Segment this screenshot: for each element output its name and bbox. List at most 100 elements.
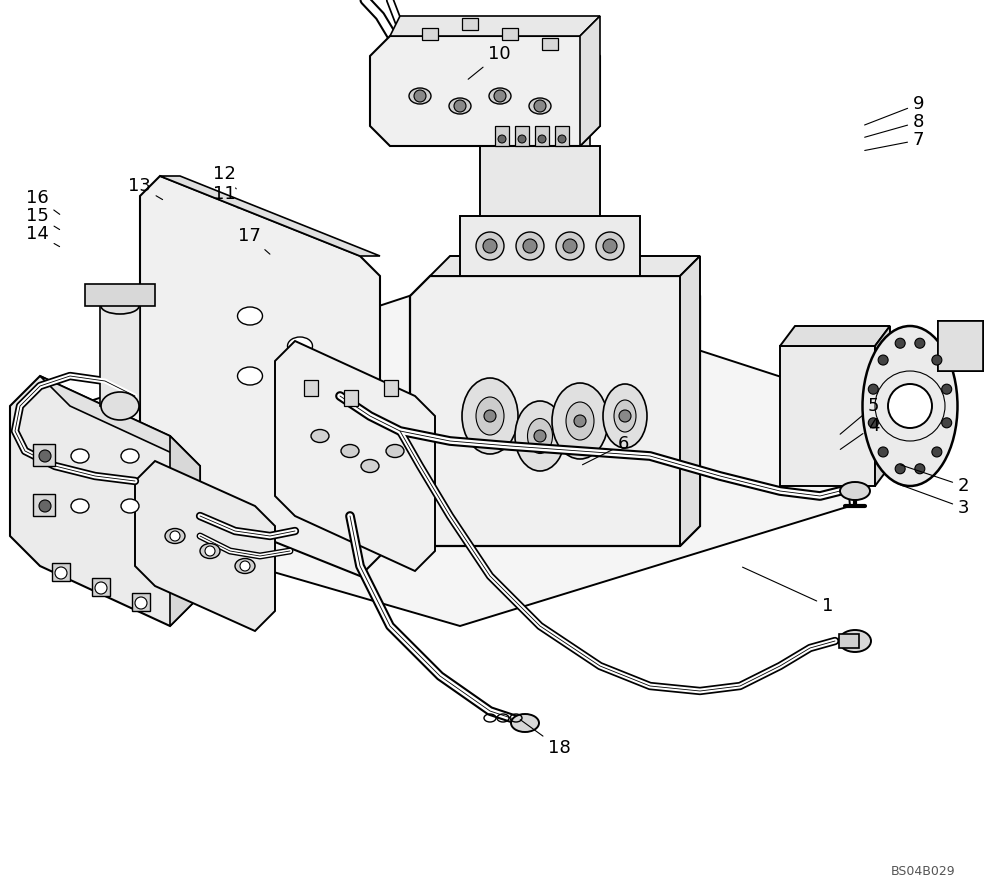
Bar	[132, 593, 150, 611]
Ellipse shape	[839, 630, 871, 652]
Circle shape	[596, 232, 624, 260]
Polygon shape	[580, 16, 600, 146]
Ellipse shape	[840, 482, 870, 500]
Ellipse shape	[511, 714, 539, 732]
Text: 3: 3	[901, 485, 970, 517]
Ellipse shape	[200, 544, 220, 558]
Bar	[480, 146, 600, 216]
Circle shape	[454, 100, 466, 112]
Text: 12: 12	[213, 165, 236, 189]
Circle shape	[95, 582, 107, 594]
Text: 13: 13	[128, 177, 163, 200]
Circle shape	[538, 135, 546, 143]
Circle shape	[476, 232, 504, 260]
Polygon shape	[410, 276, 700, 546]
Ellipse shape	[603, 384, 647, 448]
Circle shape	[915, 338, 925, 349]
Circle shape	[942, 384, 952, 394]
Bar	[839, 634, 859, 648]
Ellipse shape	[311, 429, 329, 443]
Polygon shape	[875, 326, 890, 486]
Ellipse shape	[528, 418, 552, 453]
Polygon shape	[170, 436, 200, 626]
Ellipse shape	[449, 98, 471, 114]
Circle shape	[558, 135, 566, 143]
Bar	[344, 390, 358, 406]
Text: 6: 6	[582, 435, 629, 465]
Bar	[460, 216, 640, 276]
Circle shape	[494, 90, 506, 102]
Bar	[462, 18, 478, 30]
Text: 15: 15	[26, 207, 60, 229]
Ellipse shape	[614, 400, 636, 432]
Polygon shape	[938, 321, 983, 371]
Circle shape	[619, 410, 631, 422]
Bar	[85, 284, 155, 306]
Circle shape	[414, 90, 426, 102]
Polygon shape	[140, 176, 380, 576]
Polygon shape	[390, 16, 600, 36]
Bar	[384, 380, 398, 396]
Text: 7: 7	[865, 131, 924, 151]
Bar	[304, 380, 318, 396]
Text: BS04B029: BS04B029	[890, 865, 955, 878]
Ellipse shape	[238, 367, 262, 385]
Polygon shape	[370, 36, 600, 146]
Circle shape	[932, 355, 942, 365]
Ellipse shape	[101, 392, 139, 420]
Circle shape	[498, 135, 506, 143]
Ellipse shape	[529, 98, 551, 114]
Polygon shape	[135, 461, 275, 631]
Text: 18: 18	[520, 719, 571, 757]
Ellipse shape	[121, 499, 139, 513]
Circle shape	[895, 464, 905, 474]
Ellipse shape	[101, 298, 139, 314]
Text: 16: 16	[26, 189, 60, 214]
Circle shape	[135, 597, 147, 609]
Text: 2: 2	[901, 465, 970, 495]
Bar	[515, 126, 529, 146]
Text: 8: 8	[865, 113, 924, 137]
Circle shape	[484, 410, 496, 422]
Ellipse shape	[386, 444, 404, 458]
Circle shape	[932, 447, 942, 457]
Circle shape	[534, 100, 546, 112]
Text: 5: 5	[840, 397, 880, 435]
Circle shape	[518, 135, 526, 143]
Circle shape	[888, 384, 932, 428]
Ellipse shape	[361, 460, 379, 472]
Ellipse shape	[862, 326, 958, 486]
Ellipse shape	[515, 401, 565, 471]
Ellipse shape	[566, 402, 594, 440]
Text: 4: 4	[840, 417, 880, 450]
Ellipse shape	[476, 397, 504, 435]
Ellipse shape	[71, 449, 89, 463]
Bar	[780, 346, 875, 486]
Ellipse shape	[71, 499, 89, 513]
Polygon shape	[40, 376, 200, 466]
Text: 11: 11	[213, 185, 238, 208]
Bar	[92, 578, 110, 596]
Circle shape	[915, 464, 925, 474]
Polygon shape	[75, 276, 850, 626]
Circle shape	[942, 418, 952, 427]
Circle shape	[205, 546, 215, 556]
Circle shape	[603, 239, 617, 253]
Polygon shape	[680, 256, 700, 546]
Circle shape	[563, 239, 577, 253]
Ellipse shape	[121, 449, 139, 463]
Ellipse shape	[235, 558, 255, 573]
Circle shape	[39, 500, 51, 512]
Circle shape	[534, 430, 546, 442]
Ellipse shape	[165, 529, 185, 544]
Ellipse shape	[409, 88, 431, 104]
Bar	[100, 306, 140, 406]
Polygon shape	[275, 341, 435, 571]
Text: 10: 10	[468, 45, 511, 79]
Ellipse shape	[238, 307, 262, 325]
Ellipse shape	[489, 88, 511, 104]
Circle shape	[868, 418, 878, 427]
Circle shape	[483, 239, 497, 253]
Bar	[33, 494, 55, 516]
Bar	[422, 28, 438, 40]
